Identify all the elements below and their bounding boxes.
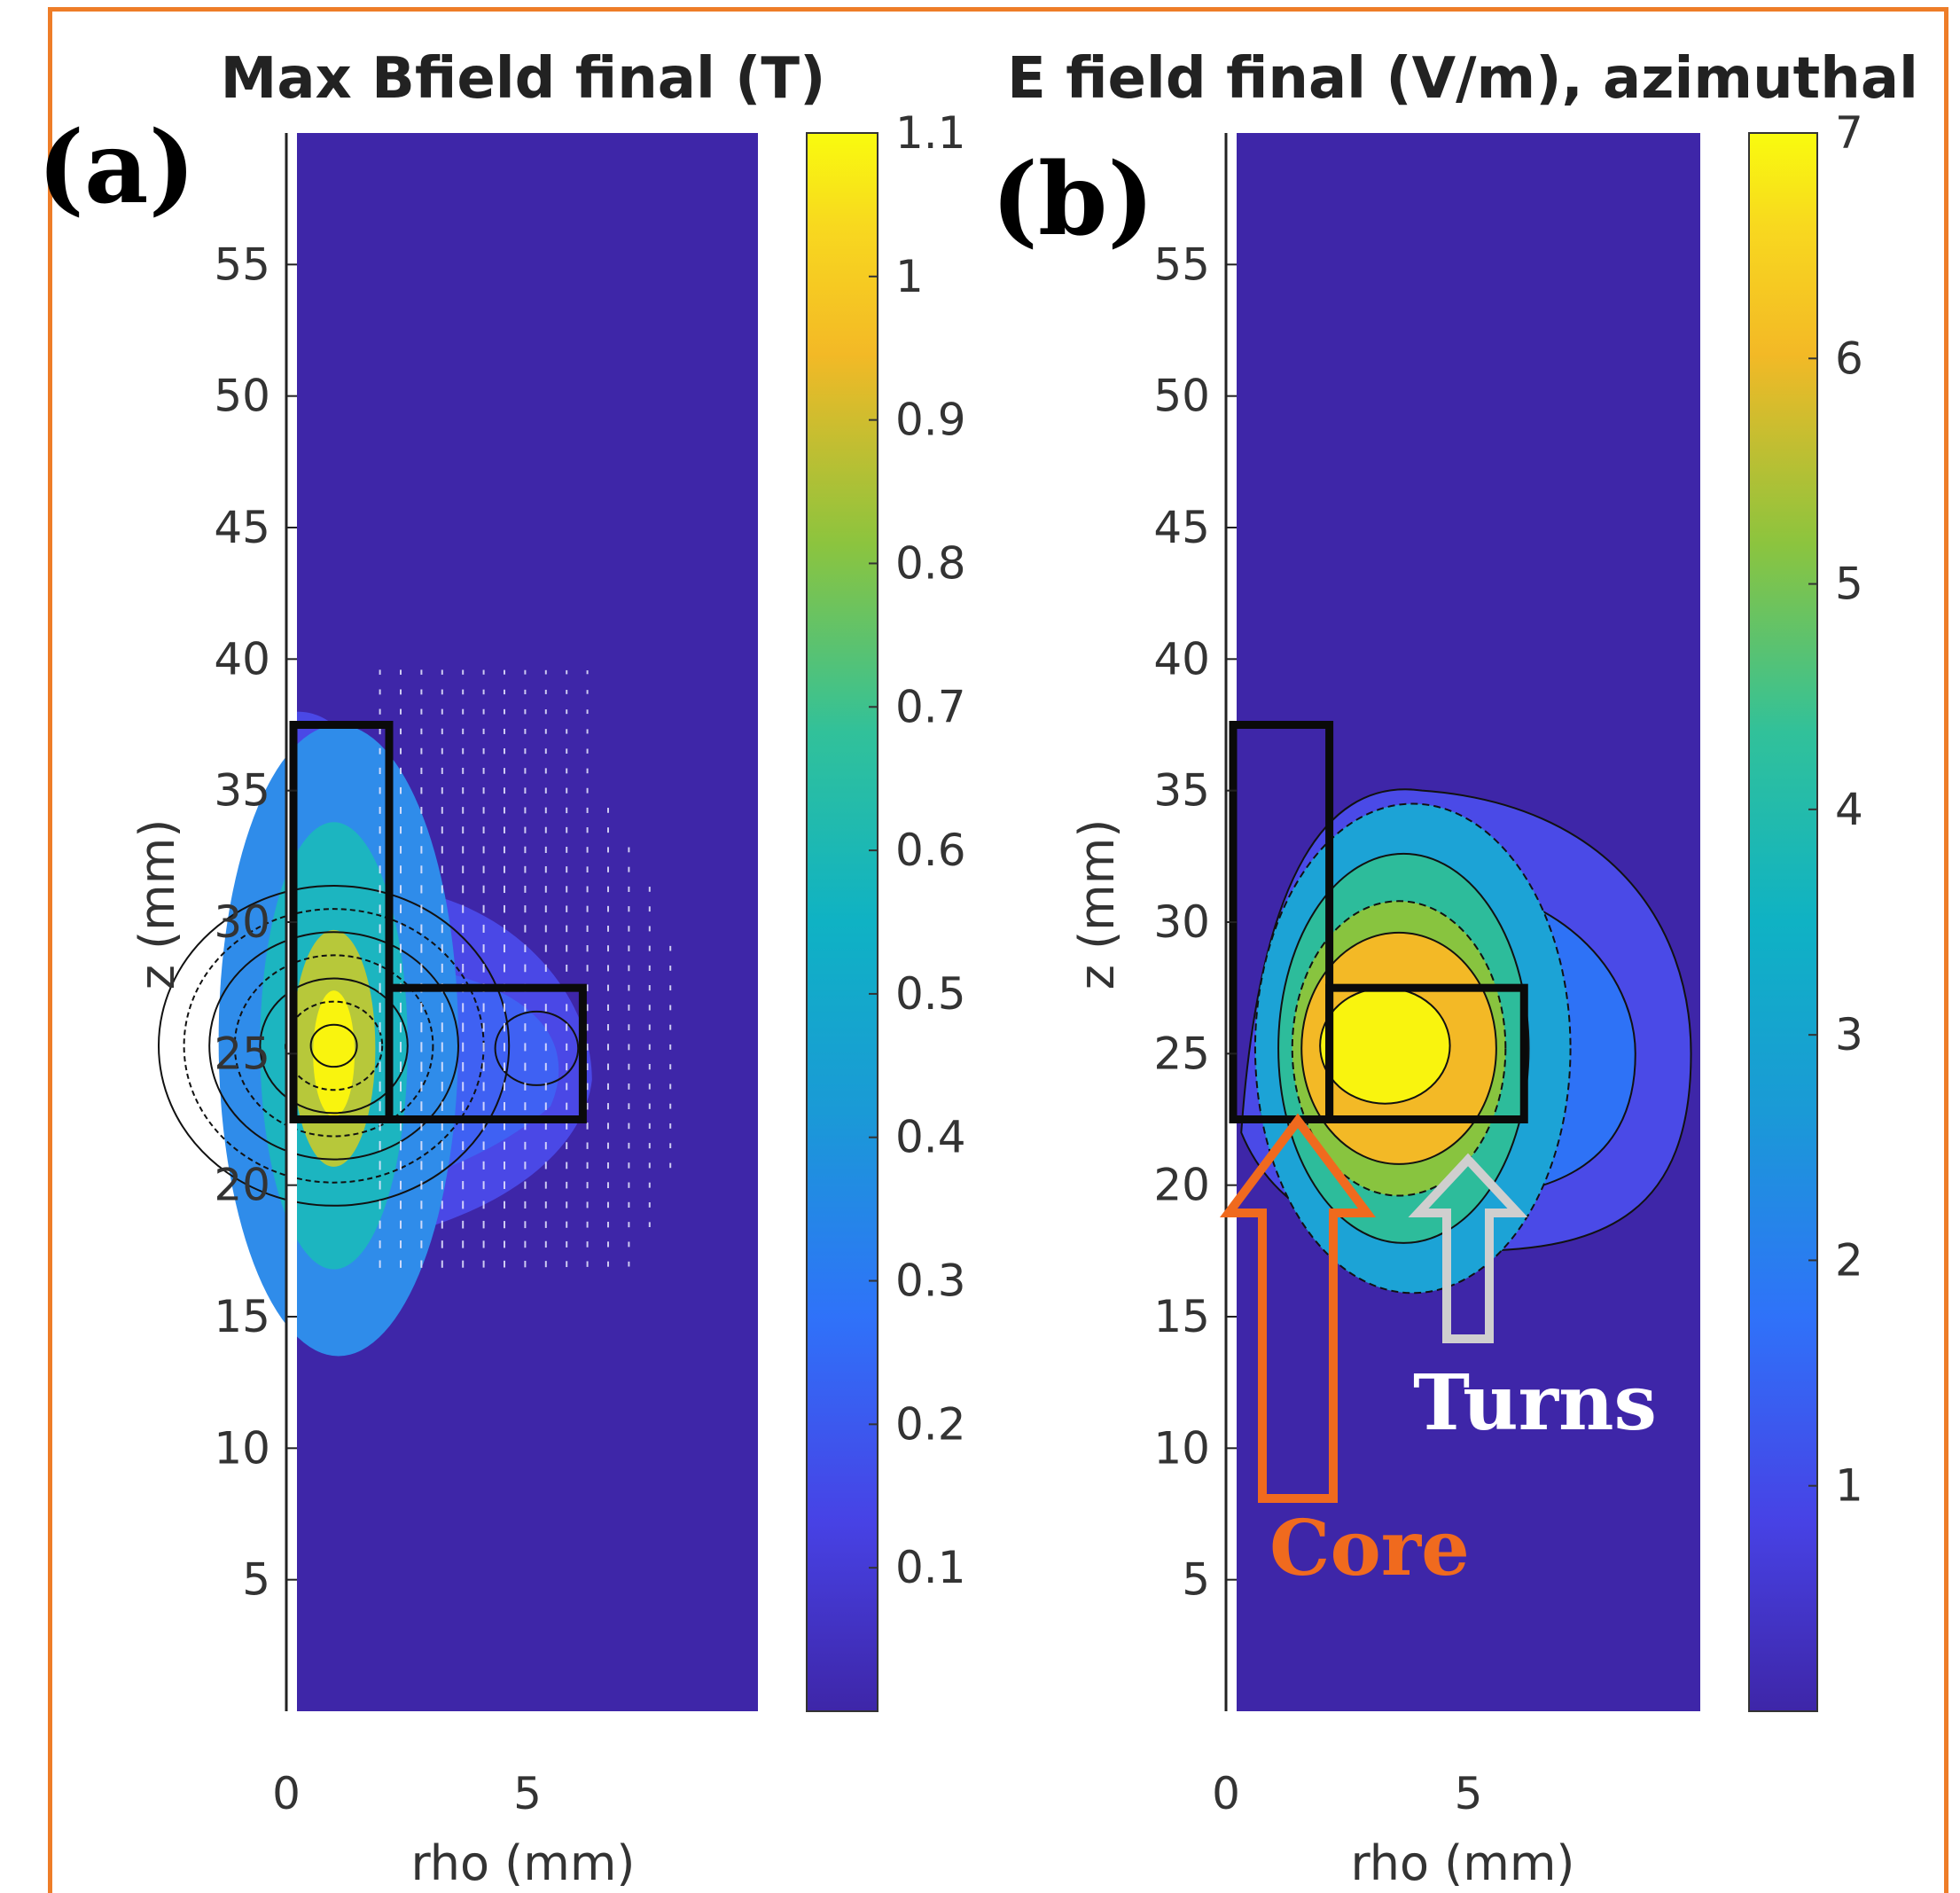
plot-area-a [158, 133, 758, 1711]
x-tick-label: 0 [272, 1768, 301, 1819]
colorbar-tick-label: 0.1 [895, 1542, 966, 1593]
colorbar-tick-label: 0.3 [895, 1255, 966, 1307]
colorbar-tick-label: 0.5 [895, 968, 966, 1020]
y-tick-label: 20 [1153, 1160, 1210, 1211]
x-tick-label: 0 [1212, 1768, 1240, 1819]
x-tick-label: 5 [513, 1768, 542, 1819]
y-tick-label: 40 [1153, 633, 1210, 684]
core-label: Core [1269, 1504, 1470, 1593]
y-tick-label: 25 [214, 1028, 270, 1079]
colorbar-tick-label: 4 [1835, 784, 1863, 835]
y-tick-label: 50 [214, 371, 270, 422]
panel-b-title: E field final (V/m), azimuthal [1007, 46, 1918, 112]
colorbar-a: 0.1 0.2 0.3 0.4 0.5 0.6 0.7 0.8 0.9 1 1.1 [806, 107, 966, 1712]
colorbar-tick-label: 1.1 [895, 107, 966, 159]
colorbar-tick-label: 5 [1835, 559, 1863, 610]
field-peak [1319, 987, 1451, 1105]
panel-b-ylabel: z (mm) [1069, 819, 1125, 990]
contour-line [259, 977, 409, 1115]
y-tick-label: 10 [1153, 1422, 1210, 1474]
figure-border [48, 7, 1948, 1893]
y-tick-label: 40 [214, 633, 270, 684]
colorbar-tick-label: 2 [1835, 1234, 1863, 1286]
panel-b: E field final (V/m), azimuthal (b) 51015… [991, 46, 1918, 1891]
plot-area-b [1224, 133, 1700, 1711]
contour-line [494, 1010, 580, 1086]
y-tick-label: 5 [1182, 1554, 1210, 1606]
colorbar-b: 1 2 3 4 5 6 7 [1748, 107, 1863, 1712]
contour-line [158, 885, 511, 1207]
panel-b-label: (b) [991, 142, 1154, 258]
core-arrow [1220, 1113, 1376, 1503]
y-tick-label: 45 [1153, 502, 1210, 553]
y-tick-label: 30 [214, 896, 270, 948]
turns-box [385, 983, 587, 1123]
colorbar-tick-label: 0.2 [895, 1398, 966, 1450]
panel-a-title: Max Bfield final (T) [221, 46, 826, 112]
turns-arrow [1408, 1153, 1528, 1343]
y-tick-label: 55 [1153, 239, 1210, 290]
field-peak [313, 990, 355, 1117]
contour-line [233, 954, 434, 1138]
y-tick-label: 20 [214, 1160, 270, 1211]
colorbar-tick-label: 1 [1835, 1460, 1863, 1512]
colorbar-tick-label: 0.7 [895, 681, 966, 732]
colorbar-tick-label: 0.4 [895, 1112, 966, 1163]
y-ticks-b: 5 10 15 20 25 30 35 40 45 50 55 [1153, 239, 1237, 1606]
y-tick-label: 50 [1153, 371, 1210, 422]
colorbar-tick-label: 7 [1835, 107, 1863, 159]
panel-a-ylabel: z (mm) [129, 819, 185, 990]
colorbar-gradient [806, 132, 878, 1712]
colorbar-tick-label: 0.6 [895, 825, 966, 876]
y-tick-label: 35 [1153, 765, 1210, 817]
contour-line [208, 931, 459, 1161]
colorbar-tick-label: 6 [1835, 332, 1863, 384]
y-tick-label: 55 [214, 239, 270, 290]
y-tick-label: 30 [1153, 896, 1210, 948]
y-tick-label: 35 [214, 765, 270, 817]
x-tick-label: 5 [1455, 1768, 1483, 1819]
y-tick-label: 45 [214, 502, 270, 553]
colorbar-tick-label: 0.9 [895, 395, 966, 446]
colorbar-tick-label: 3 [1835, 1009, 1863, 1060]
colorbar-tick-label: 0.8 [895, 537, 966, 589]
panel-b-xlabel: rho (mm) [1350, 1835, 1574, 1891]
y-ticks-a: 5 10 15 20 25 30 35 40 45 50 55 [214, 239, 297, 1606]
y-tick-label: 10 [214, 1422, 270, 1474]
contour-line [309, 1023, 358, 1068]
y-tick-label: 5 [242, 1554, 270, 1606]
panel-a-xlabel: rho (mm) [410, 1835, 635, 1891]
colorbar-tick-label: 1 [895, 251, 924, 302]
panel-a: Max Bfield final (T) (a) 510152025303540… [37, 46, 966, 1891]
y-tick-label: 15 [214, 1291, 270, 1342]
y-tick-label: 15 [1153, 1291, 1210, 1342]
turns-label: Turns [1413, 1358, 1657, 1448]
y-tick-label: 25 [1153, 1028, 1210, 1079]
quiver-field [379, 669, 672, 1268]
panel-a-label: (a) [37, 110, 196, 226]
colorbar-gradient [1748, 132, 1818, 1712]
turns-box [1325, 983, 1528, 1123]
